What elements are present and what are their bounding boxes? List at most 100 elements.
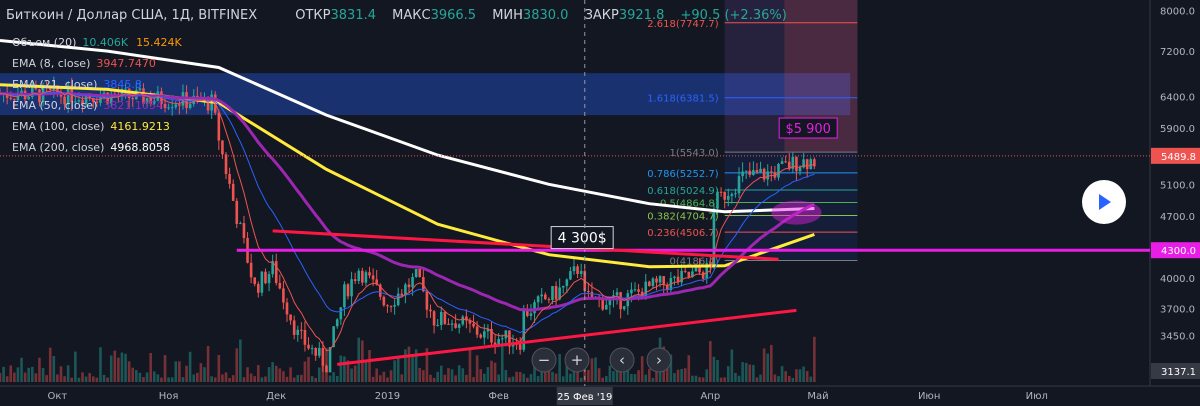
chart-header: Биткоин / Доллар США, 1Д, BITFINEX ОТКР3… — [6, 8, 799, 23]
volume-bar — [246, 367, 249, 382]
fib-level-label: 0.382(4704.7) — [647, 211, 719, 222]
volume-bar — [561, 376, 565, 382]
volume-bar — [400, 374, 404, 382]
candle-body — [59, 93, 63, 97]
volume-bar — [422, 370, 425, 382]
volume-bar — [454, 375, 457, 382]
volume-bar — [770, 344, 773, 382]
volume-bar — [493, 362, 497, 382]
candle-body — [271, 261, 274, 275]
candle-body — [759, 168, 762, 173]
candle-body — [723, 191, 726, 200]
candle-body — [662, 276, 665, 285]
volume-bar — [644, 374, 648, 382]
candle-body — [81, 100, 84, 105]
volume-bar — [587, 369, 590, 382]
candle-body — [77, 100, 81, 102]
volume-bar — [91, 376, 95, 382]
candle-body — [561, 285, 565, 288]
volume-bar — [712, 356, 716, 382]
volume-bar — [2, 366, 5, 382]
candle-body — [752, 170, 755, 175]
candle-body — [439, 311, 443, 325]
candle-body — [511, 343, 515, 347]
candle-body — [572, 266, 576, 272]
scroll-right-button-glyph: › — [656, 351, 662, 369]
candle-body — [425, 291, 429, 310]
candle-body — [479, 334, 483, 338]
scroll-right-button[interactable]: › — [646, 347, 672, 373]
x-tick-label: 2019 — [375, 391, 400, 402]
scroll-left-button[interactable]: ‹ — [609, 347, 635, 373]
y-tick-label: 4000.0 — [1160, 274, 1195, 285]
volume-bar — [274, 365, 278, 382]
candle-body — [386, 305, 389, 307]
candle-body — [389, 306, 393, 308]
candle-body — [540, 294, 544, 297]
zoom-in-button[interactable]: + — [564, 347, 590, 373]
candle-body — [730, 194, 734, 196]
candle-body — [726, 195, 730, 200]
volume-bar — [382, 371, 386, 382]
candle-body — [486, 329, 490, 332]
candle-body — [676, 276, 680, 283]
volume-bar — [0, 373, 2, 382]
candle-body — [698, 267, 701, 273]
candle-body — [443, 311, 447, 324]
zoom-out-button[interactable]: − — [531, 347, 557, 373]
ema-21-line — [0, 91, 815, 334]
x-tick-label: Июл — [1026, 391, 1048, 402]
candle-body — [274, 261, 278, 283]
play-button[interactable] — [1082, 180, 1126, 224]
volume-bar — [77, 377, 81, 382]
indicator-value: 4968.8058 — [110, 141, 170, 154]
candle-body — [95, 101, 99, 103]
volume-bar — [350, 368, 353, 382]
price-tag-bg — [1151, 242, 1200, 259]
volume-bar — [651, 377, 655, 382]
candle-body — [791, 156, 795, 169]
candle-body — [317, 347, 321, 356]
volume-bar — [748, 364, 752, 382]
candle-body — [131, 98, 135, 100]
volume-bar — [375, 368, 378, 382]
candle-body — [576, 266, 579, 274]
candle-body — [554, 286, 558, 300]
candle-body — [615, 292, 619, 296]
candle-body — [490, 329, 493, 343]
volume-bar — [300, 374, 303, 382]
volume-bar — [84, 376, 88, 382]
volume-bar — [805, 371, 809, 382]
volume-bar — [554, 373, 558, 382]
candle-body — [529, 313, 533, 316]
volume-bar — [206, 346, 210, 382]
volume-bar — [630, 373, 633, 382]
volume-bar — [439, 365, 443, 382]
scroll-right-button-bg — [646, 347, 672, 373]
candle-body — [325, 365, 328, 373]
volume-bar — [465, 374, 468, 382]
volume-bar — [414, 349, 418, 382]
candle-body — [138, 88, 142, 91]
volume-bar — [762, 348, 766, 382]
candle-body — [285, 302, 289, 315]
cursor-date-label: 25 Фев '19 — [557, 392, 612, 403]
volume-bar — [741, 362, 744, 382]
volume-bar — [694, 375, 698, 382]
ema-8-line — [0, 89, 815, 352]
volume-bar — [106, 377, 109, 382]
indicator-row: EMA (50, close) 3821.1054 — [12, 99, 171, 112]
zoom-in-button-glyph: + — [571, 351, 584, 369]
volume-bar — [504, 370, 508, 382]
candle-body — [655, 278, 658, 283]
candle-body — [787, 161, 791, 169]
y-tick-label: 8000.0 — [1160, 6, 1195, 17]
volume-bar — [368, 350, 371, 382]
volume-bar — [450, 369, 454, 382]
volume-bar — [773, 374, 777, 382]
volume-bar — [472, 377, 475, 382]
fib-level-label: 2.618(7747.7) — [647, 19, 719, 30]
volume-bar — [124, 353, 127, 382]
